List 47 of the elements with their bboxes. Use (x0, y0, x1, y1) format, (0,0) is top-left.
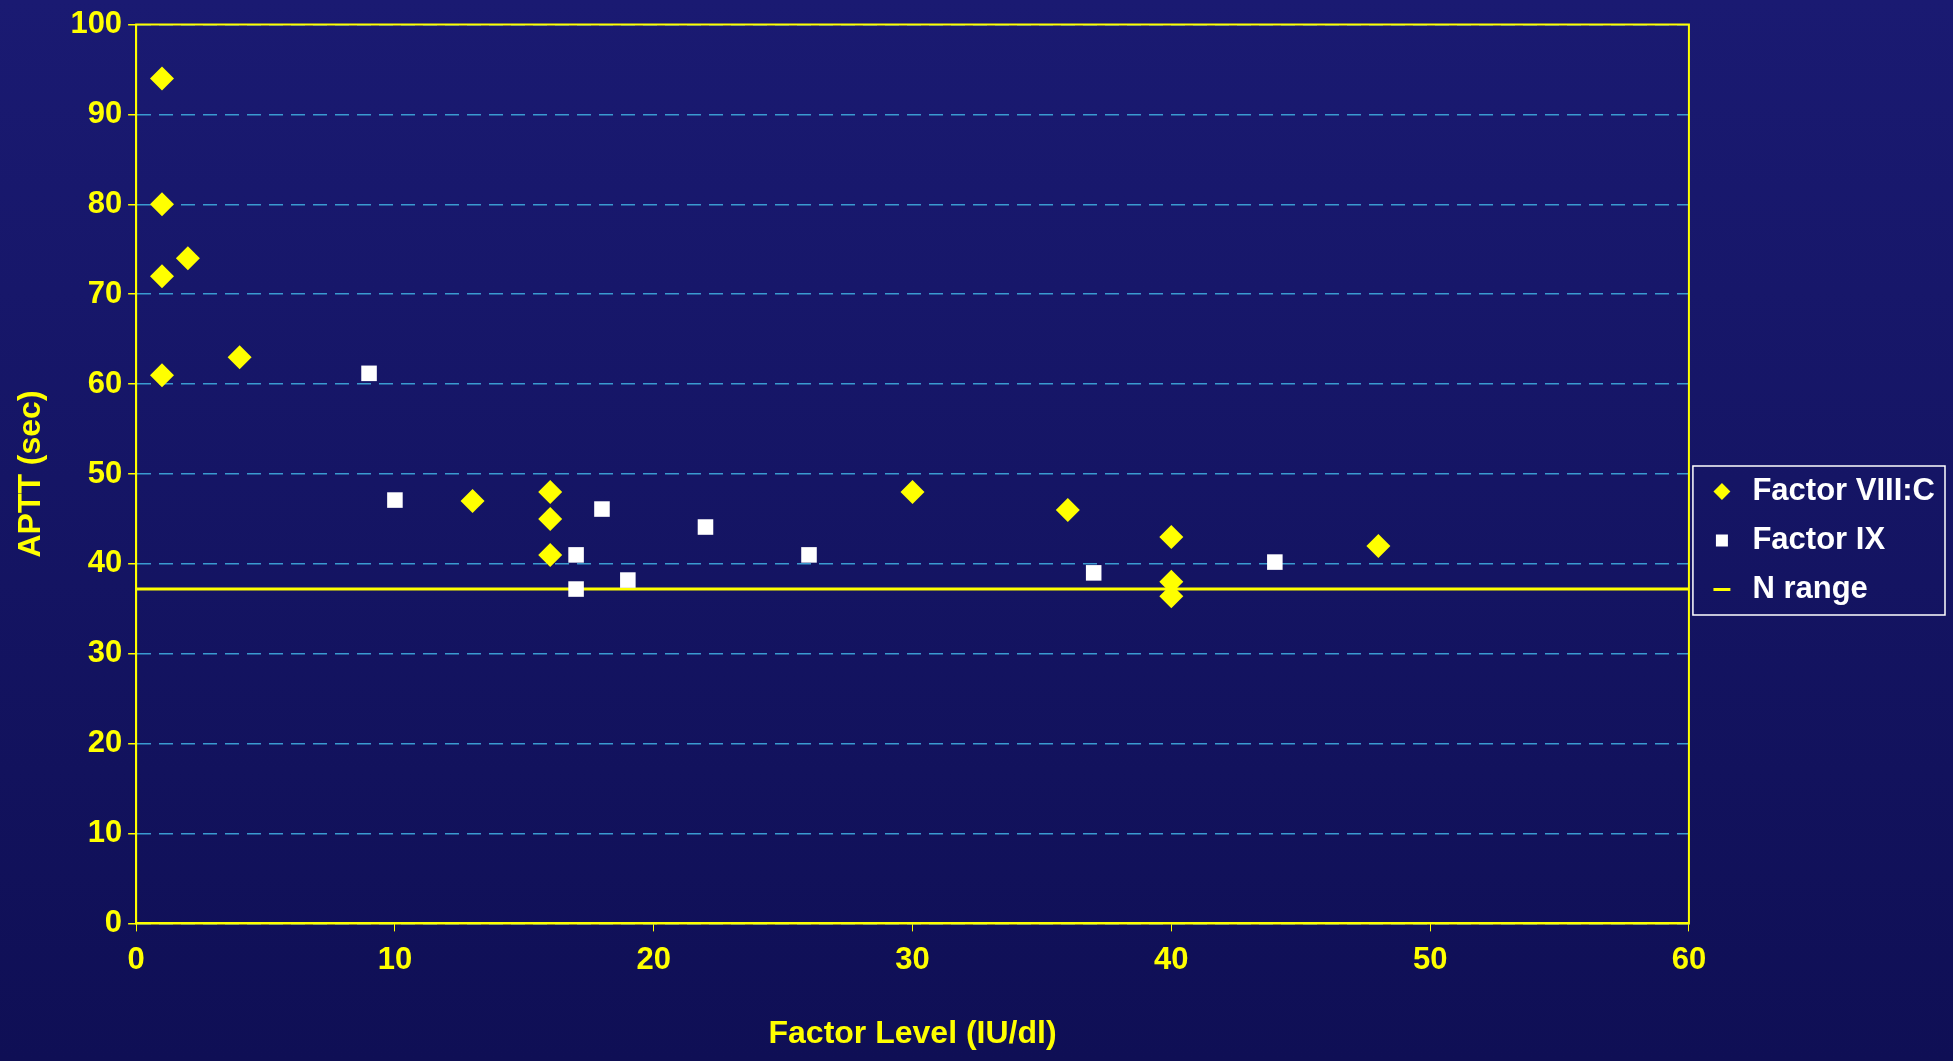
y-tick-label: 90 (87, 95, 123, 131)
x-tick-label: 30 (895, 940, 930, 976)
y-tick-label: 0 (104, 903, 123, 939)
point (1366, 533, 1391, 558)
y-tick-label: 70 (87, 274, 123, 310)
x-tick-label: 10 (377, 940, 413, 976)
point (568, 581, 584, 597)
point (387, 492, 403, 508)
point (150, 66, 174, 91)
y-tick-label: 40 (87, 544, 123, 580)
point (568, 547, 584, 563)
y-tick-label: 100 (70, 5, 123, 41)
y-axis-title: APTT (sec) (11, 390, 48, 558)
point (150, 363, 174, 388)
y-tick-label: 60 (87, 364, 123, 400)
point (1159, 524, 1184, 549)
point (538, 479, 563, 504)
point (900, 479, 925, 504)
y-tick-label: 10 (87, 814, 123, 850)
point (1085, 565, 1102, 581)
x-tick-label: 50 (1412, 940, 1448, 976)
x-tick-label: 0 (127, 940, 145, 976)
y-tick-label: 20 (87, 724, 123, 760)
point (460, 488, 485, 513)
point (1055, 497, 1080, 522)
point (175, 246, 200, 271)
point (1267, 554, 1283, 570)
point (697, 519, 714, 535)
y-tick-label: 30 (87, 634, 123, 670)
x-tick-label: 20 (636, 940, 671, 976)
point (361, 365, 377, 382)
point (538, 542, 563, 567)
point (150, 192, 174, 217)
point (801, 547, 817, 563)
point (620, 572, 636, 588)
legend-label: N range (1752, 570, 1868, 606)
point (538, 506, 563, 531)
point (150, 264, 174, 289)
x-axis-title: Factor Level (IU/dl) (768, 1013, 1057, 1050)
point (594, 501, 610, 517)
y-tick-label: 50 (87, 454, 123, 490)
legend-label: Factor VIII:C (1752, 472, 1936, 508)
x-tick-label: 60 (1671, 940, 1707, 976)
x-tick-label: 40 (1154, 940, 1189, 976)
point (227, 345, 252, 370)
legend-label: Factor IX (1752, 521, 1886, 557)
y-tick-label: 80 (87, 184, 123, 220)
